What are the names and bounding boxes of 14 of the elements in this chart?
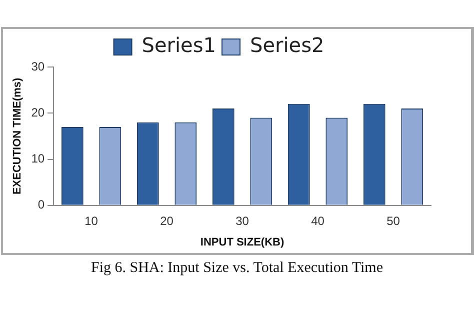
x-tick-label: 50: [386, 214, 400, 228]
y-tick-label: 30: [31, 59, 45, 74]
y-tick-label: 20: [31, 105, 45, 120]
y-axis-title: EXECUTION TIME(ms): [12, 78, 24, 195]
legend-label: Series1: [142, 33, 216, 58]
caption: Fig 6. SHA: Input Size vs. Total Execution Time: [90, 260, 384, 277]
legend-label: Series2: [250, 33, 324, 58]
x-tick-label: 30: [236, 214, 250, 228]
x-tick-label: 10: [84, 214, 98, 228]
x-axis-title: INPUT SIZE(KB): [200, 236, 284, 248]
y-tick-label: 10: [31, 152, 45, 166]
x-tick-label: 20: [160, 214, 174, 228]
y-tick-label: 0: [38, 198, 45, 212]
x-tick-label: 40: [311, 214, 325, 228]
